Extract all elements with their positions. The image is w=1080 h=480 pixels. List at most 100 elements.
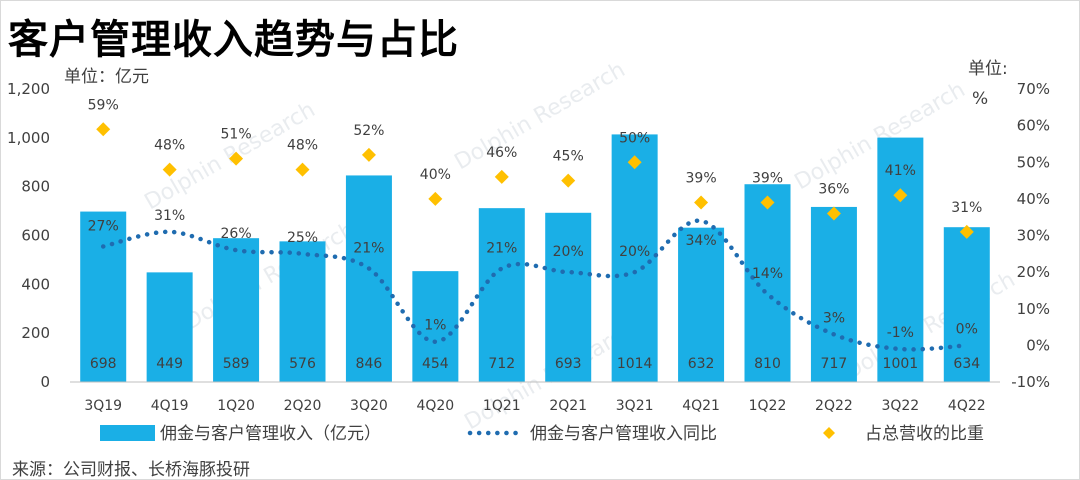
yoy-label: 20%	[553, 244, 584, 260]
bar-value-label: 632	[688, 356, 715, 372]
share-label: 45%	[553, 149, 584, 165]
yoy-label: 31%	[154, 208, 185, 224]
share-marker-4Q21	[694, 195, 709, 210]
share-marker-1Q20	[229, 151, 244, 166]
bar-3Q19	[80, 211, 127, 382]
yoy-line	[100, 218, 970, 352]
share-marker-4Q19	[162, 162, 177, 177]
legend-swatch-bar	[100, 425, 155, 441]
legend-label-marker: 占总营收的比重	[865, 424, 984, 444]
yoy-label: 20%	[619, 244, 650, 260]
share-label: 59%	[88, 97, 119, 113]
legend-label-bar: 佣金与客户管理收入（亿元）	[160, 424, 381, 444]
x-tick-label: 1Q21	[483, 398, 521, 414]
share-marker-3Q20	[361, 147, 376, 162]
share-marker-4Q20	[428, 191, 443, 206]
yoy-line-series	[100, 218, 970, 352]
watermark-text: Dolphin Research	[141, 97, 320, 215]
bar-value-label: 698	[90, 356, 117, 372]
left-tick-label: 600	[21, 227, 50, 245]
share-label: 41%	[885, 163, 916, 179]
left-tick-label: 0	[40, 373, 50, 391]
bar-value-label: 576	[289, 356, 316, 372]
share-label: 40%	[420, 167, 451, 183]
x-tick-label: 2Q21	[549, 398, 587, 414]
left-axis-unit: 单位：亿元	[64, 67, 149, 87]
share-marker-2Q21	[561, 173, 576, 188]
bar-1Q20	[213, 238, 260, 382]
right-axis-unit-symbol: %	[972, 89, 989, 109]
right-tick-label: 60%	[1017, 117, 1050, 135]
bar-series	[80, 134, 990, 382]
bar-2Q21	[545, 212, 592, 382]
chart-title: 客户管理收入趋势与占比	[8, 17, 459, 63]
share-label: 48%	[287, 138, 318, 154]
share-label: 39%	[752, 171, 783, 187]
axes: 0 200 400 600 800 1,000 1,200 -10% 0% 10% 20% 30% 40…	[7, 80, 1050, 414]
watermark-text: Dolphin Research	[181, 217, 360, 335]
bar-value-label: 712	[488, 356, 515, 372]
bar-2Q20	[279, 241, 326, 382]
bar-4Q20	[412, 271, 459, 382]
right-tick-label: 0%	[1026, 336, 1050, 354]
x-tick-label: 4Q19	[151, 398, 189, 414]
x-tick-label: 3Q21	[616, 398, 654, 414]
share-marker-3Q19	[96, 122, 111, 137]
share-marker-3Q22	[893, 188, 908, 203]
x-tick-label: 1Q22	[749, 398, 787, 414]
left-tick-label: 200	[21, 324, 50, 342]
bar-value-label: 717	[821, 356, 848, 372]
bar-2Q22	[810, 206, 857, 382]
bar-value-label: 1014	[617, 356, 653, 372]
left-tick-label: 1,200	[7, 80, 50, 98]
x-tick-label: 4Q21	[682, 398, 720, 414]
share-label: 36%	[818, 182, 849, 198]
bar-3Q22	[877, 137, 924, 382]
right-tick-label: 30%	[1017, 227, 1050, 245]
data-labels: 698 449 589 576 846 454 712 693 1014 632 810 717 100…	[88, 97, 983, 372]
x-tick-label: 4Q22	[948, 398, 986, 414]
legend-swatch-marker	[823, 427, 835, 439]
x-tick-label: 3Q20	[350, 398, 388, 414]
yoy-label: 26%	[221, 226, 252, 242]
share-marker-3Q21	[627, 155, 642, 170]
share-marker-2Q22	[826, 206, 841, 221]
x-tick-label: 3Q22	[881, 398, 919, 414]
bar-value-label: 449	[156, 356, 183, 372]
share-marker-1Q21	[494, 169, 509, 184]
right-tick-label: 20%	[1017, 263, 1050, 281]
legend: 佣金与客户管理收入（亿元） 佣金与客户管理收入同比 占总营收的比重	[100, 424, 984, 444]
share-label: 51%	[221, 127, 252, 143]
bar-1Q22	[744, 184, 791, 382]
watermark-text: Dolphin Research	[451, 57, 630, 175]
bar-3Q21	[611, 134, 658, 382]
right-axis-unit: 单位:	[968, 59, 1008, 79]
left-tick-label: 400	[21, 275, 50, 293]
share-label: 39%	[686, 171, 717, 187]
share-label: 48%	[154, 138, 185, 154]
bar-value-label: 693	[555, 356, 582, 372]
right-tick-label: 70%	[1017, 80, 1050, 98]
source-note: 来源：公司财报、长桥海豚投研	[12, 460, 250, 480]
bar-value-label: 810	[754, 356, 781, 372]
right-tick-label: -10%	[1011, 373, 1050, 391]
right-tick-label: 40%	[1017, 190, 1050, 208]
share-label: 50%	[619, 130, 650, 146]
bar-value-label: 589	[223, 356, 250, 372]
legend-label-line: 佣金与客户管理收入同比	[530, 424, 717, 444]
watermark-text: Dolphin Research	[841, 267, 1020, 385]
yoy-label: -1%	[887, 325, 914, 341]
bar-value-label: 846	[356, 356, 383, 372]
bar-4Q22	[943, 227, 990, 382]
right-tick-label: 10%	[1017, 300, 1050, 318]
x-tick-label: 3Q19	[84, 398, 122, 414]
x-tick-label: 2Q20	[284, 398, 322, 414]
bar-4Q21	[678, 227, 725, 382]
bar-value-label: 1001	[883, 356, 919, 372]
share-marker-series	[96, 122, 974, 239]
yoy-label: 14%	[752, 266, 783, 282]
yoy-label: 34%	[686, 233, 717, 249]
yoy-label: 3%	[823, 310, 845, 326]
x-tick-label: 4Q20	[416, 398, 454, 414]
